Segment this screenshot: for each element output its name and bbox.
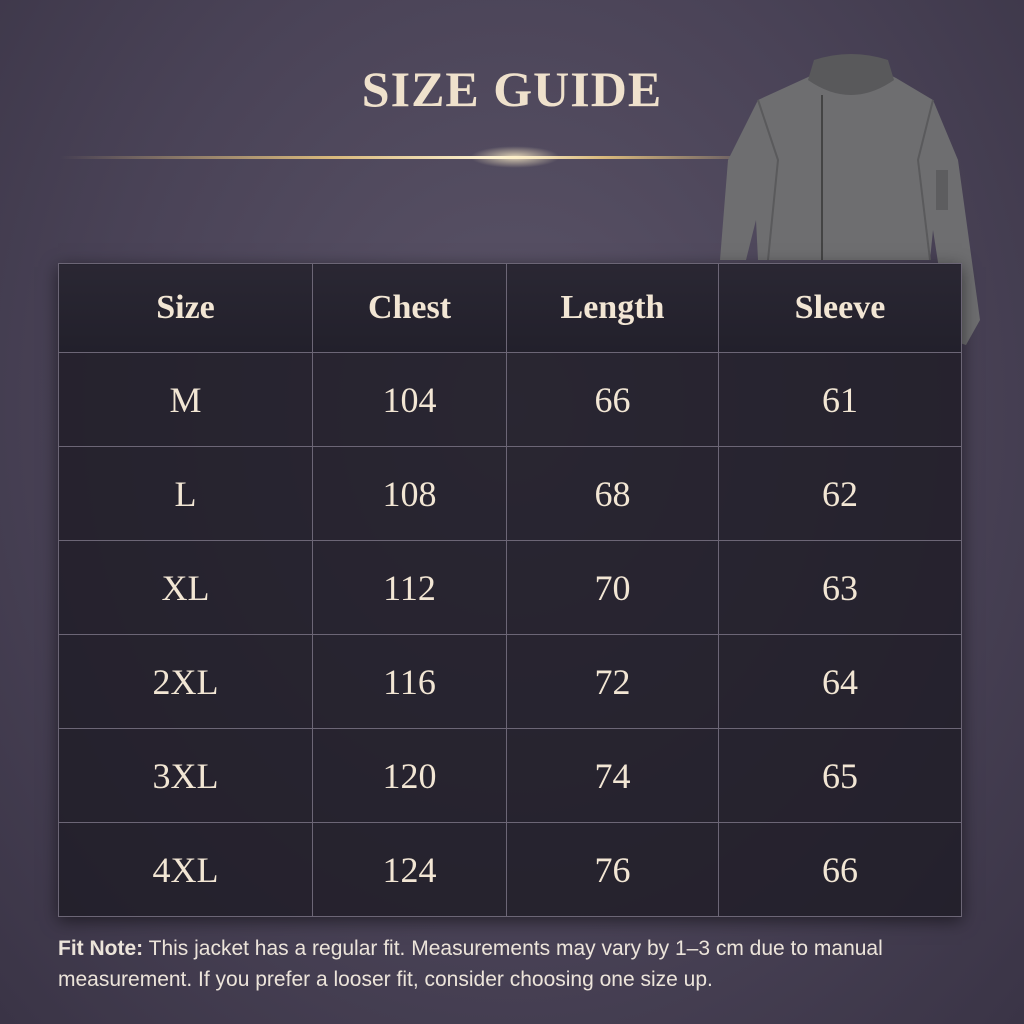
size-table: Size Chest Length Sleeve M 104 66 61 L 108 68 6… bbox=[58, 263, 962, 917]
title-divider bbox=[60, 156, 740, 159]
table-row: 4XL 124 76 66 bbox=[58, 822, 962, 917]
table-row: XL 112 70 63 bbox=[58, 540, 962, 635]
header-length: Length bbox=[506, 263, 719, 353]
table-row: L 108 68 62 bbox=[58, 446, 962, 541]
page-title: SIZE GUIDE bbox=[361, 61, 663, 117]
cell-chest: 108 bbox=[312, 446, 507, 541]
table-row: M 104 66 61 bbox=[58, 352, 962, 447]
cell-length: 74 bbox=[506, 728, 719, 823]
fit-note-text: This jacket has a regular fit. Measureme… bbox=[58, 937, 883, 991]
fit-note: Fit Note: This jacket has a regular fit.… bbox=[58, 933, 978, 995]
header-size: Size bbox=[58, 263, 313, 353]
divider-glow bbox=[470, 146, 560, 168]
jacket-image bbox=[720, 54, 980, 345]
cell-chest: 124 bbox=[312, 822, 507, 917]
cell-length: 66 bbox=[506, 352, 719, 447]
cell-chest: 112 bbox=[312, 540, 507, 635]
cell-size: M bbox=[58, 352, 313, 447]
cell-length: 70 bbox=[506, 540, 719, 635]
cell-chest: 120 bbox=[312, 728, 507, 823]
cell-length: 68 bbox=[506, 446, 719, 541]
cell-size: L bbox=[58, 446, 313, 541]
cell-length: 72 bbox=[506, 634, 719, 729]
cell-length: 76 bbox=[506, 822, 719, 917]
table-header-row: Size Chest Length Sleeve bbox=[58, 263, 962, 353]
cell-chest: 104 bbox=[312, 352, 507, 447]
cell-size: 3XL bbox=[58, 728, 313, 823]
cell-size: XL bbox=[58, 540, 313, 635]
cell-size: 4XL bbox=[58, 822, 313, 917]
header-chest: Chest bbox=[312, 263, 507, 353]
cell-sleeve: 61 bbox=[718, 352, 962, 447]
table-row: 2XL 116 72 64 bbox=[58, 634, 962, 729]
cell-sleeve: 64 bbox=[718, 634, 962, 729]
cell-chest: 116 bbox=[312, 634, 507, 729]
header-sleeve: Sleeve bbox=[718, 263, 962, 353]
cell-sleeve: 65 bbox=[718, 728, 962, 823]
cell-sleeve: 66 bbox=[718, 822, 962, 917]
cell-sleeve: 62 bbox=[718, 446, 962, 541]
table-row: 3XL 120 74 65 bbox=[58, 728, 962, 823]
cell-size: 2XL bbox=[58, 634, 313, 729]
cell-sleeve: 63 bbox=[718, 540, 962, 635]
fit-note-label: Fit Note: bbox=[58, 937, 144, 960]
